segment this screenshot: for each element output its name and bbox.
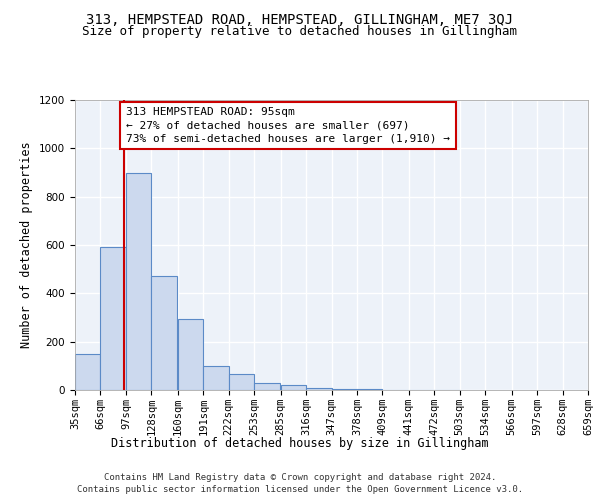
Bar <box>254 383 280 390</box>
Bar <box>203 366 229 390</box>
Text: Contains HM Land Registry data © Crown copyright and database right 2024.: Contains HM Land Registry data © Crown c… <box>104 472 496 482</box>
Bar <box>331 389 357 390</box>
Text: Contains public sector information licensed under the Open Government Licence v3: Contains public sector information licen… <box>77 485 523 494</box>
Text: 313, HEMPSTEAD ROAD, HEMPSTEAD, GILLINGHAM, ME7 3QJ: 313, HEMPSTEAD ROAD, HEMPSTEAD, GILLINGH… <box>86 12 514 26</box>
Bar <box>126 172 151 390</box>
Bar <box>178 318 203 390</box>
Bar <box>306 388 331 390</box>
Bar <box>229 374 254 390</box>
Text: 313 HEMPSTEAD ROAD: 95sqm
← 27% of detached houses are smaller (697)
73% of semi: 313 HEMPSTEAD ROAD: 95sqm ← 27% of detac… <box>126 108 450 144</box>
Y-axis label: Number of detached properties: Number of detached properties <box>20 142 34 348</box>
Bar <box>100 248 126 390</box>
Bar <box>281 385 306 390</box>
Text: Distribution of detached houses by size in Gillingham: Distribution of detached houses by size … <box>111 438 489 450</box>
Bar <box>151 276 177 390</box>
Bar <box>75 354 100 390</box>
Text: Size of property relative to detached houses in Gillingham: Size of property relative to detached ho… <box>83 25 517 38</box>
